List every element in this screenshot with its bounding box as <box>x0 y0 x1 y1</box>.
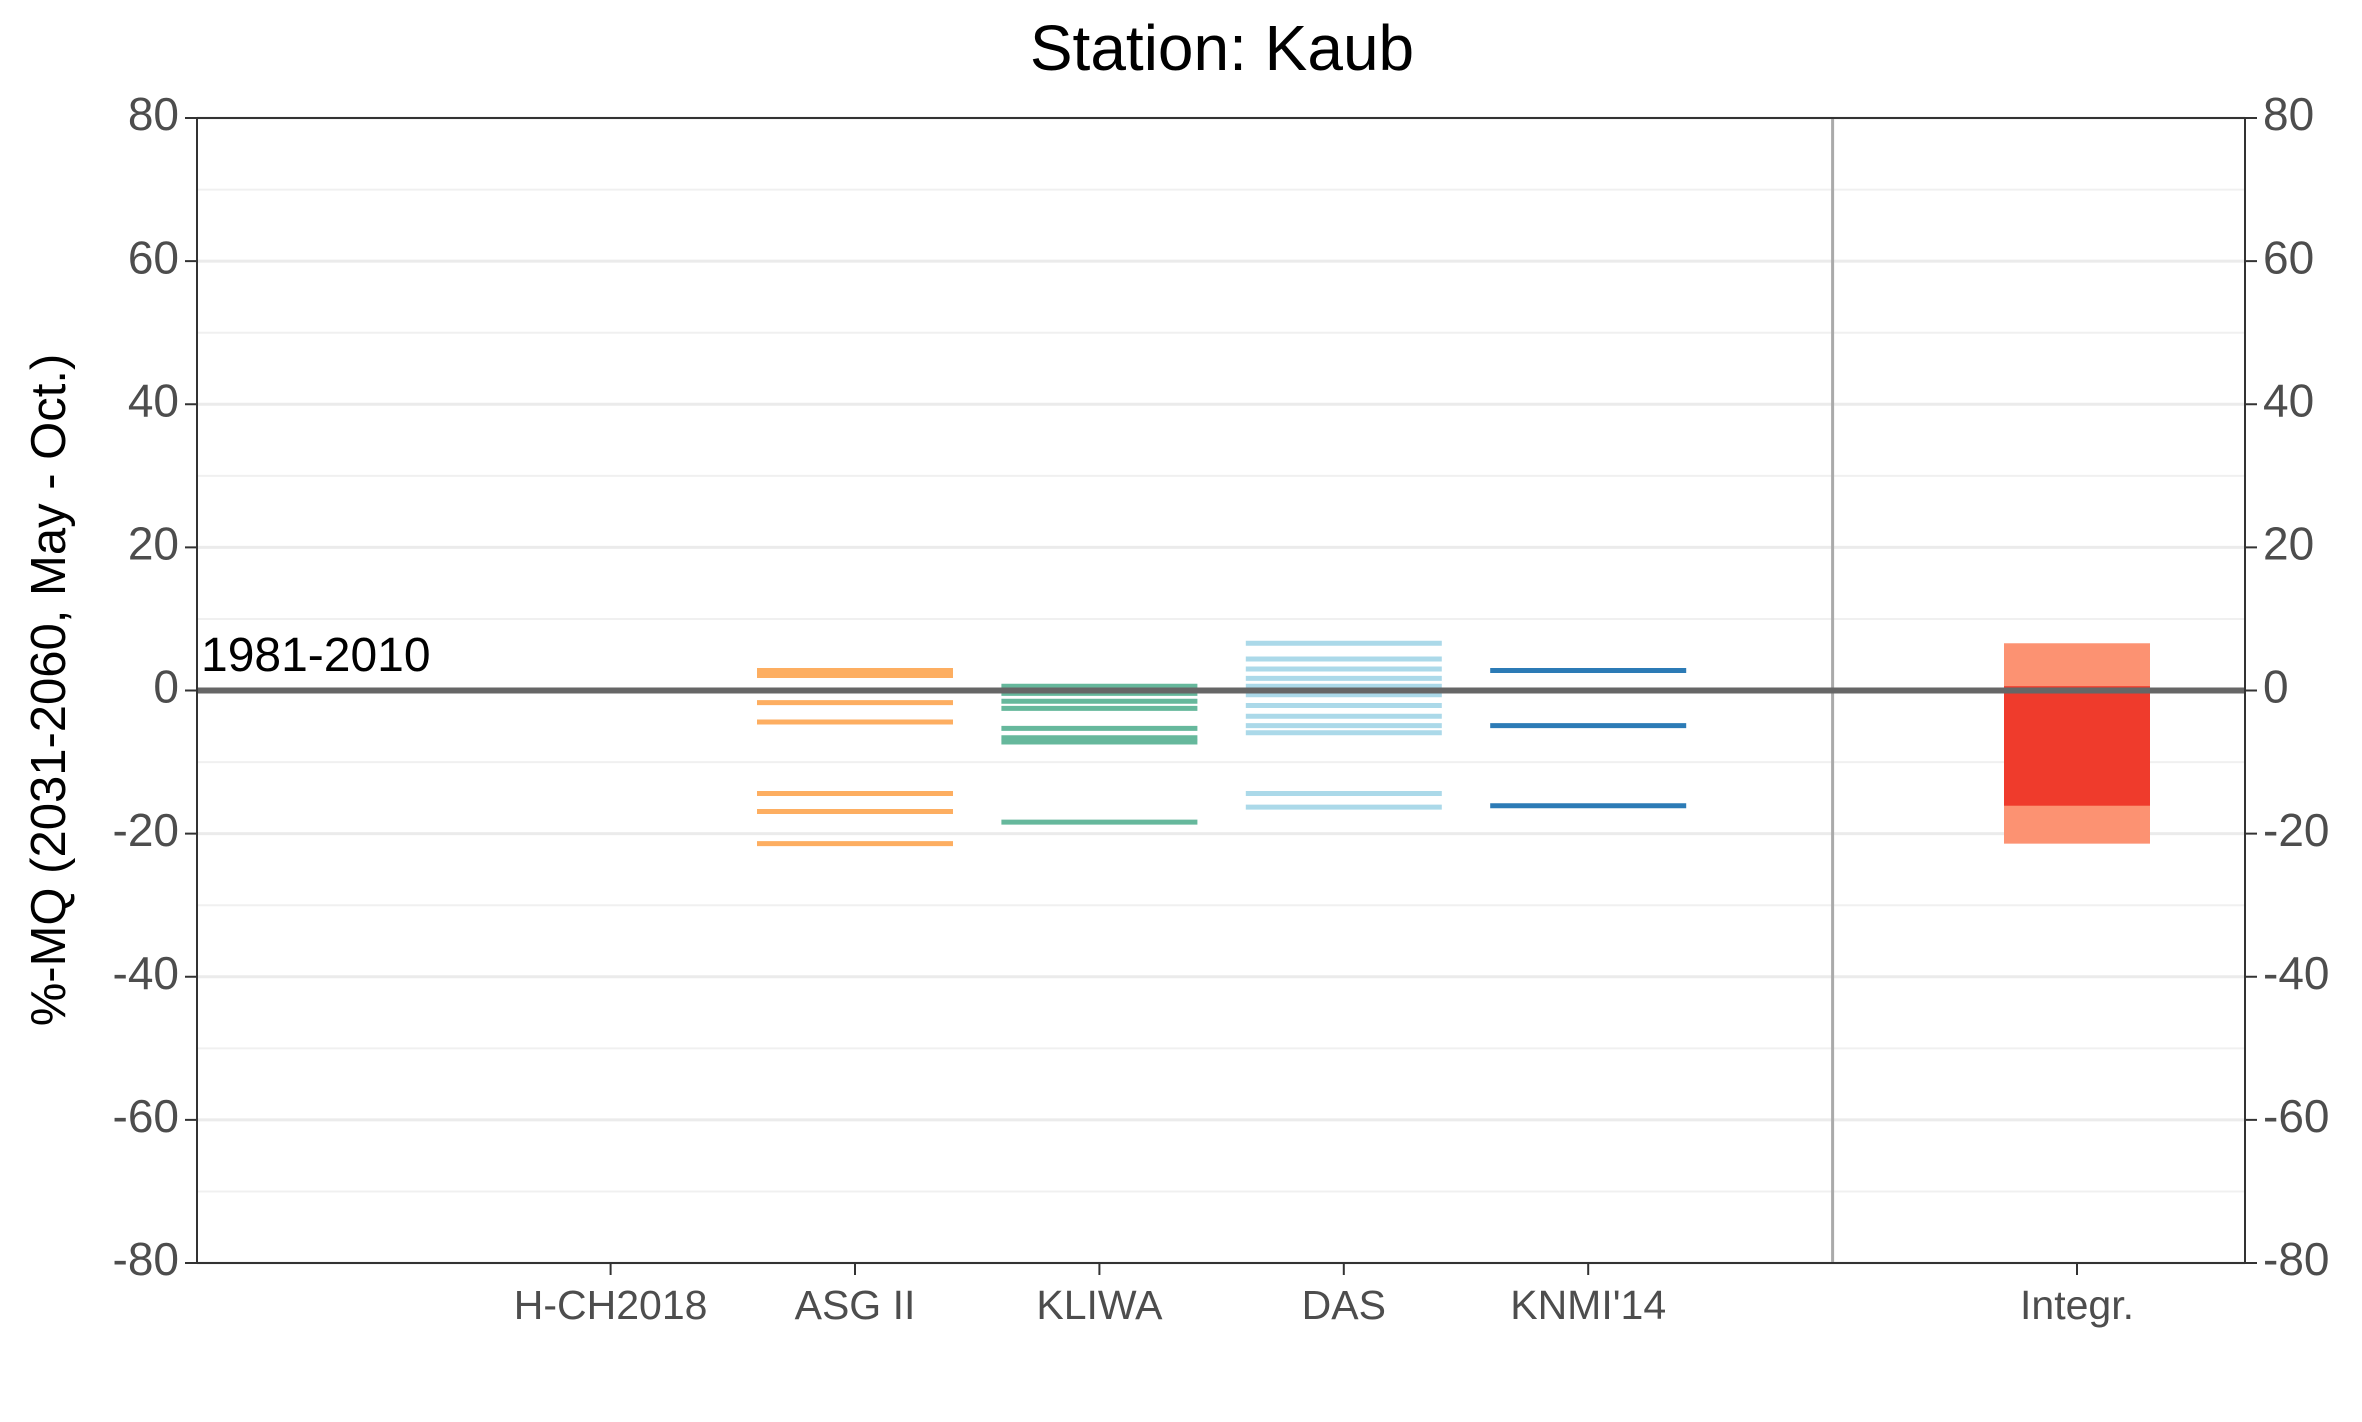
x-tick-label: KLIWA <box>1036 1282 1163 1328</box>
y2-tick-label: 80 <box>2263 88 2314 140</box>
y2-tick-label: 40 <box>2263 374 2314 426</box>
integrated-inner-range <box>2004 686 2150 806</box>
reference-label: 1981-2010 <box>201 629 431 682</box>
y-tick-label: 60 <box>128 231 179 283</box>
y2-tick-label: 20 <box>2263 518 2314 570</box>
y2-tick-label: 0 <box>2263 661 2289 713</box>
y-axis-label: %-MQ (2031-2060, May - Oct.) <box>22 354 76 1027</box>
y-tick-label: 20 <box>128 518 179 570</box>
y2-tick-label: -40 <box>2263 947 2329 999</box>
chart-title: Station: Kaub <box>1030 12 1414 84</box>
y2-tick-label: -60 <box>2263 1090 2329 1142</box>
y-tick-label: 0 <box>153 661 179 713</box>
y2-tick-label: 60 <box>2263 231 2314 283</box>
x-tick-label: Integr. <box>2020 1282 2134 1328</box>
y-tick-label: 80 <box>128 88 179 140</box>
x-tick-label: H-CH2018 <box>514 1282 708 1328</box>
x-tick-label: ASG II <box>795 1282 916 1328</box>
x-tick-label: KNMI'14 <box>1510 1282 1666 1328</box>
y-tick-label: -40 <box>113 947 179 999</box>
y-tick-label: 40 <box>128 374 179 426</box>
y2-tick-label: -80 <box>2263 1233 2329 1285</box>
y-tick-label: -60 <box>113 1090 179 1142</box>
y2-tick-label: -20 <box>2263 804 2329 856</box>
y-tick-label: -20 <box>113 804 179 856</box>
y-tick-label: -80 <box>113 1233 179 1285</box>
x-tick-label: DAS <box>1302 1282 1386 1328</box>
